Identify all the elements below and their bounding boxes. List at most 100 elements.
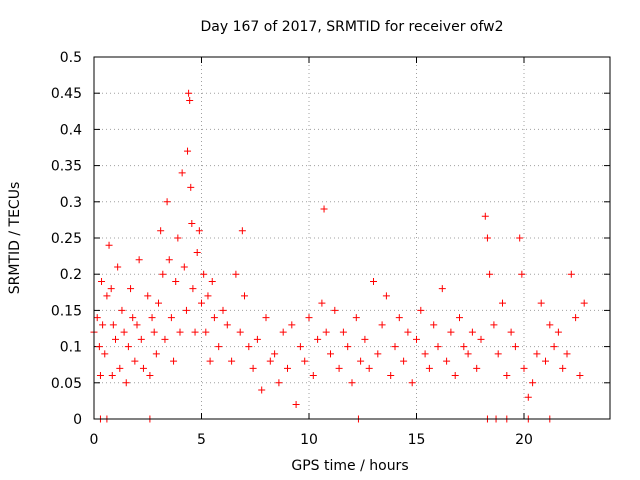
- data-point: [146, 372, 154, 380]
- data-point: [275, 379, 283, 387]
- data-point: [468, 328, 476, 336]
- data-point: [186, 96, 194, 104]
- data-point: [430, 321, 438, 329]
- data-point: [258, 386, 266, 394]
- data-point: [101, 350, 109, 358]
- data-point: [176, 328, 184, 336]
- data-point: [116, 364, 124, 372]
- chart-title: Day 167 of 2017, SRMTID for receiver ofw…: [200, 19, 503, 35]
- data-point: [499, 299, 506, 307]
- data-point: [460, 343, 468, 351]
- data-point: [288, 321, 296, 329]
- data-point: [180, 263, 188, 271]
- data-point: [93, 314, 101, 322]
- data-point: [163, 198, 171, 206]
- data-point: [483, 234, 491, 242]
- y-tick-label: 0.15: [51, 303, 82, 319]
- x-tick-label: 0: [90, 432, 99, 448]
- data-point: [204, 292, 212, 300]
- data-point: [188, 220, 196, 228]
- data-point: [305, 314, 313, 322]
- data-point: [238, 227, 246, 235]
- data-point: [314, 335, 322, 343]
- data-point: [318, 299, 326, 307]
- data-point: [563, 350, 571, 358]
- data-point: [95, 343, 103, 351]
- data-point: [516, 234, 524, 242]
- data-points: [90, 89, 588, 423]
- data-point: [193, 248, 201, 256]
- y-tick-label: 0.2: [60, 267, 82, 283]
- data-point: [503, 372, 511, 380]
- data-point: [191, 328, 199, 336]
- data-point: [301, 357, 309, 365]
- data-point: [542, 357, 549, 365]
- data-point: [133, 321, 141, 329]
- data-point: [96, 372, 104, 380]
- data-point: [159, 270, 167, 278]
- data-point: [434, 343, 442, 351]
- y-tick-label: 0.45: [51, 86, 82, 102]
- data-point: [451, 372, 459, 380]
- data-point: [271, 350, 279, 358]
- data-point: [292, 401, 300, 409]
- data-point: [335, 364, 343, 372]
- data-point: [185, 89, 193, 97]
- data-point: [144, 292, 152, 300]
- data-point: [266, 357, 274, 365]
- data-point: [447, 328, 455, 336]
- data-point: [210, 314, 218, 322]
- data-point: [150, 328, 158, 336]
- data-point: [109, 321, 117, 329]
- data-point: [245, 343, 253, 351]
- data-point: [344, 343, 352, 351]
- data-point: [157, 227, 165, 235]
- data-point: [417, 306, 425, 314]
- data-point: [241, 292, 248, 300]
- data-point: [320, 205, 328, 213]
- data-point: [195, 227, 203, 235]
- data-point: [103, 292, 111, 300]
- y-tick-label: 0.3: [60, 195, 82, 211]
- data-point: [99, 321, 107, 329]
- data-point: [249, 364, 257, 372]
- data-point: [339, 328, 347, 336]
- x-tick-label: 10: [300, 432, 318, 448]
- data-point: [533, 350, 541, 358]
- data-point: [105, 241, 113, 249]
- data-point: [486, 270, 494, 278]
- data-point: [155, 299, 162, 307]
- data-point: [131, 357, 139, 365]
- data-point: [137, 335, 145, 343]
- y-tick-label: 0.1: [60, 340, 82, 356]
- data-point: [262, 314, 270, 322]
- data-point: [215, 343, 223, 351]
- data-point: [187, 183, 195, 191]
- data-point: [473, 364, 481, 372]
- data-point: [374, 350, 382, 358]
- y-tick-label: 0.5: [60, 50, 82, 66]
- data-point: [114, 263, 122, 271]
- y-tick-label: 0: [73, 412, 82, 428]
- data-point: [518, 270, 526, 278]
- data-point: [348, 379, 356, 387]
- data-point: [370, 277, 377, 285]
- data-point: [161, 335, 169, 343]
- data-point: [546, 321, 554, 329]
- data-point: [507, 328, 515, 336]
- data-point: [572, 314, 580, 322]
- data-point: [127, 285, 135, 293]
- data-point: [520, 364, 528, 372]
- data-point: [477, 335, 485, 343]
- data-point: [331, 306, 339, 314]
- data-point: [404, 328, 412, 336]
- data-point: [387, 372, 395, 380]
- data-point: [124, 343, 132, 351]
- data-point: [322, 328, 330, 336]
- data-point: [554, 328, 562, 336]
- data-point: [112, 335, 119, 343]
- x-tick-label: 5: [197, 432, 206, 448]
- data-point: [236, 328, 244, 336]
- y-axis-label: SRMTID / TECUs: [7, 182, 23, 295]
